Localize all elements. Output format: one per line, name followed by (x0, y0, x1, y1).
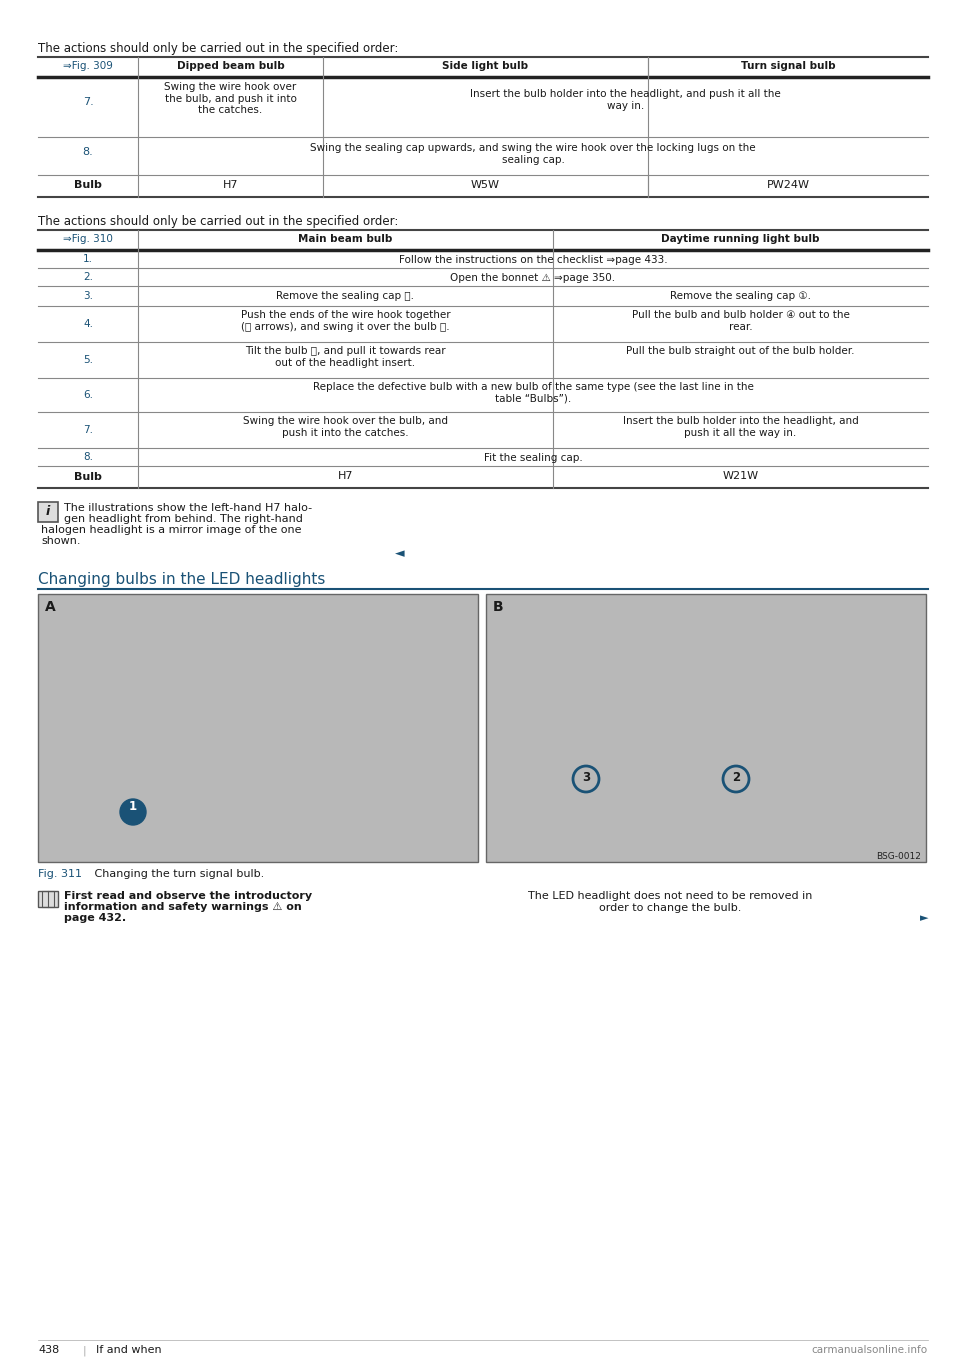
Text: Remove the sealing cap Ⓐ.: Remove the sealing cap Ⓐ. (276, 291, 415, 301)
Text: Insert the bulb holder into the headlight, and
push it all the way in.: Insert the bulb holder into the headligh… (623, 417, 858, 437)
Text: ⇒Fig. 309: ⇒Fig. 309 (63, 61, 113, 71)
Text: 1.: 1. (83, 254, 93, 264)
Text: Bulb: Bulb (74, 473, 102, 482)
Text: Replace the defective bulb with a new bulb of the same type (see the last line i: Replace the defective bulb with a new bu… (313, 382, 754, 403)
Bar (38, 501, 58, 522)
Text: Push the ends of the wire hook together
(ⓓ arrows), and swing it over the bulb Ⓑ: Push the ends of the wire hook together … (241, 310, 450, 332)
Text: 8.: 8. (83, 148, 93, 157)
Text: 1: 1 (129, 800, 137, 813)
Text: 7.: 7. (83, 425, 93, 434)
Text: BSG-0012: BSG-0012 (876, 852, 921, 861)
Text: The actions should only be carried out in the specified order:: The actions should only be carried out i… (38, 214, 398, 228)
Text: Turn signal bulb: Turn signal bulb (741, 61, 835, 71)
Text: B: B (493, 600, 504, 613)
Text: 2.: 2. (83, 272, 93, 281)
Text: Fig. 311: Fig. 311 (38, 869, 82, 878)
Text: Side light bulb: Side light bulb (443, 61, 529, 71)
Text: 438: 438 (38, 1346, 60, 1355)
Circle shape (120, 799, 146, 825)
Text: Main beam bulb: Main beam bulb (299, 234, 393, 245)
Text: ►: ► (920, 912, 928, 923)
Text: 2: 2 (732, 770, 740, 784)
Text: Swing the wire hook over the bulb, and
push it into the catches.: Swing the wire hook over the bulb, and p… (243, 417, 448, 437)
Text: |: | (83, 1346, 86, 1355)
Text: PW24W: PW24W (766, 180, 809, 190)
Bar (38, 891, 58, 907)
Text: The actions should only be carried out in the specified order:: The actions should only be carried out i… (38, 42, 398, 55)
Text: W5W: W5W (471, 180, 500, 190)
Text: The LED headlight does not need to be removed in
order to change the bulb.: The LED headlight does not need to be re… (528, 891, 812, 912)
Text: Fit the sealing cap.: Fit the sealing cap. (484, 454, 583, 463)
Text: A: A (45, 600, 56, 613)
Text: W21W: W21W (723, 471, 758, 481)
Text: 8.: 8. (83, 452, 93, 462)
Text: ◄: ◄ (395, 546, 404, 560)
Text: Remove the sealing cap ①.: Remove the sealing cap ①. (670, 291, 811, 301)
Text: Changing the turn signal bulb.: Changing the turn signal bulb. (84, 869, 264, 878)
Text: 7.: 7. (83, 97, 93, 107)
Text: shown.: shown. (41, 535, 81, 546)
Text: H7: H7 (223, 180, 238, 190)
Text: 4.: 4. (83, 320, 93, 329)
Text: First read and observe the introductory: First read and observe the introductory (64, 891, 312, 902)
Text: i: i (46, 505, 50, 518)
Text: Insert the bulb holder into the headlight, and push it all the
way in.: Insert the bulb holder into the headligh… (470, 89, 780, 111)
Text: Follow the instructions on the checklist ⇒page 433.: Follow the instructions on the checklist… (398, 255, 667, 265)
Text: 6.: 6. (83, 391, 93, 400)
Text: 5.: 5. (83, 355, 93, 365)
Text: The illustrations show the left-hand H7 halo-: The illustrations show the left-hand H7 … (64, 503, 312, 514)
Bar (38, 594, 478, 862)
Text: Dipped beam bulb: Dipped beam bulb (177, 61, 284, 71)
Text: Swing the wire hook over
the bulb, and push it into
the catches.: Swing the wire hook over the bulb, and p… (164, 82, 297, 115)
Text: halogen headlight is a mirror image of the one: halogen headlight is a mirror image of t… (41, 525, 301, 535)
Text: Pull the bulb and bulb holder ④ out to the
rear.: Pull the bulb and bulb holder ④ out to t… (632, 310, 850, 332)
Text: Tilt the bulb Ⓑ, and pull it towards rear
out of the headlight insert.: Tilt the bulb Ⓑ, and pull it towards rea… (245, 346, 445, 367)
Text: Changing bulbs in the LED headlights: Changing bulbs in the LED headlights (38, 572, 325, 587)
Text: information and safety warnings ⚠ on: information and safety warnings ⚠ on (64, 902, 301, 912)
Text: gen headlight from behind. The right-hand: gen headlight from behind. The right-han… (64, 514, 302, 525)
Text: Pull the bulb straight out of the bulb holder.: Pull the bulb straight out of the bulb h… (626, 346, 854, 357)
Bar (486, 594, 926, 862)
Text: Bulb: Bulb (74, 180, 102, 190)
Text: carmanualsonline.info: carmanualsonline.info (812, 1346, 928, 1355)
Text: ⇒Fig. 310: ⇒Fig. 310 (63, 234, 113, 245)
Text: 3: 3 (582, 770, 590, 784)
Bar (42, 891, 54, 907)
Text: Open the bonnet ⚠ ⇒page 350.: Open the bonnet ⚠ ⇒page 350. (450, 273, 615, 283)
Text: page 432.: page 432. (64, 912, 126, 923)
Text: H7: H7 (338, 471, 353, 481)
Text: If and when: If and when (96, 1346, 161, 1355)
Text: Daytime running light bulb: Daytime running light bulb (661, 234, 820, 245)
Text: Swing the sealing cap upwards, and swing the wire hook over the locking lugs on : Swing the sealing cap upwards, and swing… (310, 143, 756, 164)
Text: 3.: 3. (83, 291, 93, 301)
